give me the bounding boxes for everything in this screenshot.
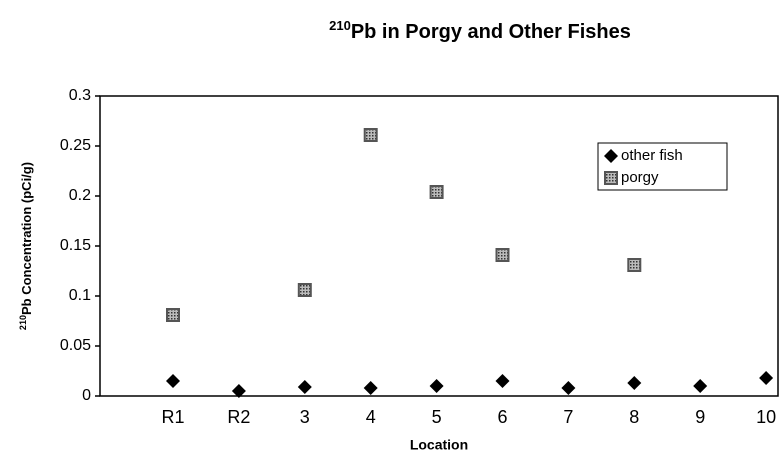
chart-title: 210Pb in Porgy and Other Fishes <box>329 18 631 43</box>
point <box>297 283 312 297</box>
x-tick-label: 4 <box>366 407 376 427</box>
point <box>363 381 378 395</box>
x-axis-label: Location <box>410 437 468 453</box>
point <box>363 128 378 142</box>
x-tick-label: R2 <box>227 407 250 427</box>
point <box>231 384 246 398</box>
x-tick-label: 7 <box>563 407 573 427</box>
x-tick-label: 8 <box>629 407 639 427</box>
x-tick-label: 6 <box>497 407 507 427</box>
x-tick-label: 10 <box>756 407 776 427</box>
point <box>495 248 510 262</box>
legend-marker <box>604 149 618 163</box>
point <box>429 379 444 393</box>
y-tick-label: 0.3 <box>69 87 91 104</box>
point <box>759 371 774 385</box>
point <box>627 376 642 390</box>
point <box>166 374 180 388</box>
x-tick-label: 3 <box>300 407 310 427</box>
legend-box <box>597 142 728 191</box>
point <box>561 381 576 395</box>
plot-frame <box>99 95 779 397</box>
legend-marker <box>604 171 618 185</box>
point <box>297 380 312 394</box>
x-tick-label: 5 <box>432 407 442 427</box>
legend-label: other fish <box>621 147 683 164</box>
y-tick-label: 0.15 <box>60 237 91 254</box>
point <box>166 308 180 322</box>
point <box>429 185 444 199</box>
y-tick-label: 0.1 <box>69 287 91 304</box>
x-tick-label: 9 <box>695 407 705 427</box>
y-tick-label: 0 <box>82 387 91 404</box>
y-axis-label: 210Pb Concentration (pCi/g) <box>18 162 34 330</box>
y-tick-label: 0.05 <box>60 337 91 354</box>
y-tick-label: 0.25 <box>60 137 91 154</box>
y-tick-label: 0.2 <box>69 187 91 204</box>
point <box>627 258 642 272</box>
x-tick-label: R1 <box>161 407 184 427</box>
point <box>693 379 708 393</box>
point <box>495 374 510 388</box>
plot-area: 0 0.05 0.1 0.15 0.2 0.25 0.3 R1 R2 3 4 5 6 7 8 9 10 other… <box>60 87 776 427</box>
legend-label: porgy <box>621 169 659 186</box>
